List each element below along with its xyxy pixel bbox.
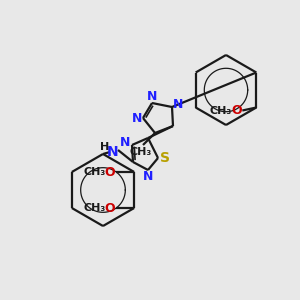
Text: CH₃: CH₃ (83, 203, 105, 213)
Text: CH₃: CH₃ (209, 106, 231, 116)
Text: O: O (105, 202, 116, 214)
Text: N: N (132, 112, 142, 124)
Text: H: H (100, 142, 109, 152)
Text: O: O (231, 104, 242, 117)
Text: S: S (160, 151, 170, 165)
Text: N: N (120, 136, 130, 149)
Text: CH₃: CH₃ (130, 147, 152, 157)
Text: N: N (173, 98, 183, 112)
Text: O: O (105, 166, 116, 178)
Text: N: N (143, 170, 153, 184)
Text: CH₃: CH₃ (83, 167, 105, 177)
Text: N: N (147, 89, 157, 103)
Text: N: N (107, 145, 119, 159)
